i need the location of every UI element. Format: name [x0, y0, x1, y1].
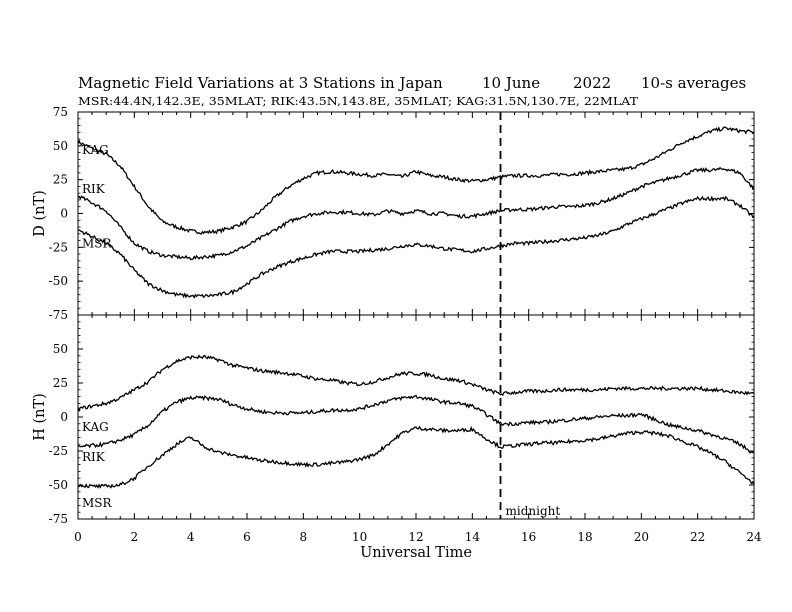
series-line-msr-1	[77, 195, 755, 299]
y-tick-label: -75	[49, 512, 68, 526]
series-line-msr-2	[77, 425, 755, 490]
x-tick-label: 22	[690, 530, 705, 544]
x-tick-label: 24	[746, 530, 762, 544]
x-tick-label: 18	[577, 530, 592, 544]
series-label-msr-1: MSR	[82, 237, 113, 251]
y-axis-label-2: H (nT)	[32, 393, 48, 441]
x-tick-label: 20	[634, 530, 649, 544]
y-tick-label: -75	[49, 308, 68, 322]
x-axis-label: Universal Time	[360, 545, 472, 561]
y-tick-label: -25	[49, 444, 68, 458]
y-tick-label: 50	[53, 342, 68, 356]
x-tick-label: 14	[465, 530, 481, 544]
x-tick-label: 16	[521, 530, 536, 544]
y-tick-label: -50	[49, 274, 68, 288]
series-label-kag-1: KAG	[82, 143, 109, 157]
x-tick-label: 6	[243, 530, 251, 544]
y-tick-label: 50	[53, 139, 68, 153]
y-tick-label: 0	[60, 410, 68, 424]
y-tick-label: 0	[60, 207, 68, 221]
x-tick-label: 0	[74, 530, 82, 544]
y-tick-label: 75	[53, 105, 68, 119]
x-tick-label: 2	[131, 530, 139, 544]
chart-averaging: 10-s averages	[641, 74, 746, 92]
y-tick-label: -50	[49, 478, 68, 492]
plot-area: 75 50 25 0 -25 -50 -75 D (nT) KAG RIK MSR 50 25 0 -25 -…	[32, 105, 762, 544]
x-tick-label: 12	[408, 530, 423, 544]
series-label-kag-2: KAG	[82, 420, 109, 434]
panel-frame-1	[77, 111, 755, 316]
series-line-rik-2	[77, 394, 755, 454]
midnight-marker-label: midnight	[506, 504, 561, 518]
y-tick-label: 25	[53, 376, 68, 390]
chart-title: Magnetic Field Variations at 3 Stations …	[78, 74, 443, 92]
y-axis-label-1: D (nT)	[32, 190, 48, 237]
chart-subtitle: MSR:44.4N,142.3E, 35MLAT; RIK:43.5N,143.…	[78, 94, 638, 108]
series-line-kag-2	[77, 354, 755, 413]
series-label-msr-2: MSR	[82, 496, 113, 510]
x-tick-label: 4	[187, 530, 195, 544]
series-label-rik-2: RIK	[82, 450, 106, 464]
series-line-kag-1	[77, 126, 755, 235]
x-tick-label: 10	[352, 530, 367, 544]
y-tick-label: 25	[53, 173, 68, 187]
x-tick-label: 8	[300, 530, 308, 544]
chart-date: 10 June	[482, 74, 540, 92]
series-label-rik-1: RIK	[82, 182, 106, 196]
chart-year: 2022	[573, 74, 611, 92]
series-line-rik-1	[77, 166, 755, 261]
y-tick-label: -25	[49, 240, 68, 254]
